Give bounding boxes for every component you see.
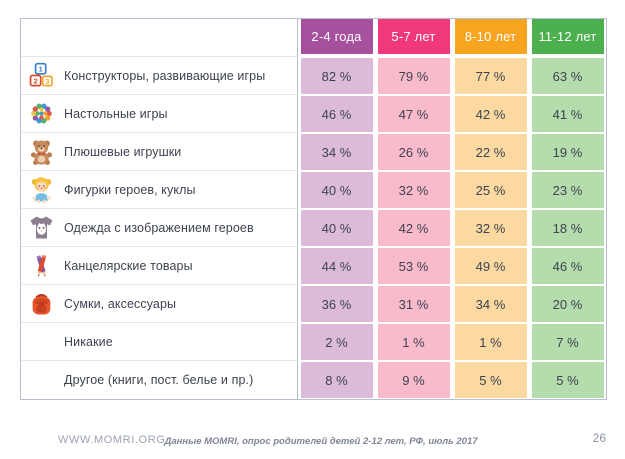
svg-text:3: 3 <box>45 78 49 86</box>
value-cell: 1 % <box>452 323 529 361</box>
value-cell: 5 % <box>452 361 529 399</box>
category-label: Одежда с изображением героев <box>64 220 254 235</box>
value-cell: 46 % <box>298 95 375 133</box>
value-cell: 23 % <box>529 171 606 209</box>
value-cell: 63 % <box>529 57 606 95</box>
category-cell: Канцелярские товары <box>21 247 298 285</box>
category-cell: Другое (книги, пост. белье и пр.) <box>21 361 298 399</box>
value-cell: 32 % <box>375 171 452 209</box>
category-label: Никакие <box>64 334 113 349</box>
value-cell: 9 % <box>375 361 452 399</box>
svg-text:1: 1 <box>38 65 42 74</box>
value-cell: 7 % <box>529 323 606 361</box>
category-label: Другое (книги, пост. белье и пр.) <box>64 373 254 387</box>
page-number: 26 <box>592 431 606 445</box>
value-cell: 1 % <box>375 323 452 361</box>
value-cell: 8 % <box>298 361 375 399</box>
value-cell: 19 % <box>529 133 606 171</box>
teddy-bear-icon <box>27 138 55 166</box>
value-cell: 42 % <box>452 95 529 133</box>
value-cell: 32 % <box>452 209 529 247</box>
category-cell: Плюшевые игрушки <box>21 133 298 171</box>
board-game-icon <box>27 100 55 128</box>
value-cell: 34 % <box>298 133 375 171</box>
value-cell: 79 % <box>375 57 452 95</box>
category-label: Конструкторы, развивающие игры <box>64 68 266 83</box>
tshirt-icon <box>27 214 55 242</box>
category-label: Настольные игры <box>64 106 168 121</box>
value-cell: 44 % <box>298 247 375 285</box>
icon-spacer <box>27 328 55 356</box>
column-header-5-7: 5-7 лет <box>375 19 452 57</box>
value-cell: 36 % <box>298 285 375 323</box>
pencils-icon <box>27 252 55 280</box>
category-cell: Никакие <box>21 323 298 361</box>
category-cell: 1 2 3 Конструкторы, развивающие игры <box>21 57 298 95</box>
value-cell: 41 % <box>529 95 606 133</box>
category-label: Плюшевые игрушки <box>64 144 182 159</box>
value-cell: 18 % <box>529 209 606 247</box>
value-cell: 2 % <box>298 323 375 361</box>
building-blocks-icon: 1 2 3 <box>27 62 55 90</box>
category-cell: Сумки, аксессуары <box>21 285 298 323</box>
value-cell: 34 % <box>452 285 529 323</box>
data-table: 2-4 года 5-7 лет 8-10 лет 11-12 лет 1 2 … <box>20 18 607 400</box>
category-cell: Настольные игры <box>21 95 298 133</box>
doll-icon <box>27 176 55 204</box>
category-cell: Одежда с изображением героев <box>21 209 298 247</box>
value-cell: 26 % <box>375 133 452 171</box>
category-label: Канцелярские товары <box>64 258 193 273</box>
value-cell: 31 % <box>375 285 452 323</box>
column-header-8-10: 8-10 лет <box>452 19 529 57</box>
value-cell: 46 % <box>529 247 606 285</box>
corner-cell <box>21 19 298 57</box>
category-cell: Фигурки героев, куклы <box>21 171 298 209</box>
value-cell: 53 % <box>375 247 452 285</box>
value-cell: 25 % <box>452 171 529 209</box>
value-cell: 82 % <box>298 57 375 95</box>
icon-spacer <box>27 366 55 394</box>
value-cell: 77 % <box>452 57 529 95</box>
value-cell: 47 % <box>375 95 452 133</box>
momri-url: WWW.MOMRI.ORG <box>58 434 166 446</box>
category-label: Сумки, аксессуары <box>64 296 177 311</box>
value-cell: 5 % <box>529 361 606 399</box>
value-cell: 22 % <box>452 133 529 171</box>
value-cell: 20 % <box>529 285 606 323</box>
value-cell: 40 % <box>298 171 375 209</box>
value-cell: 40 % <box>298 209 375 247</box>
backpack-icon <box>27 290 55 318</box>
column-header-11-12: 11-12 лет <box>529 19 606 57</box>
value-cell: 42 % <box>375 209 452 247</box>
svg-text:2: 2 <box>33 77 37 86</box>
category-label: Фигурки героев, куклы <box>64 182 196 197</box>
value-cell: 49 % <box>452 247 529 285</box>
source-note: Данные MOMRI, опрос родителей детей 2-12… <box>164 436 478 447</box>
column-header-2-4: 2-4 года <box>298 19 375 57</box>
